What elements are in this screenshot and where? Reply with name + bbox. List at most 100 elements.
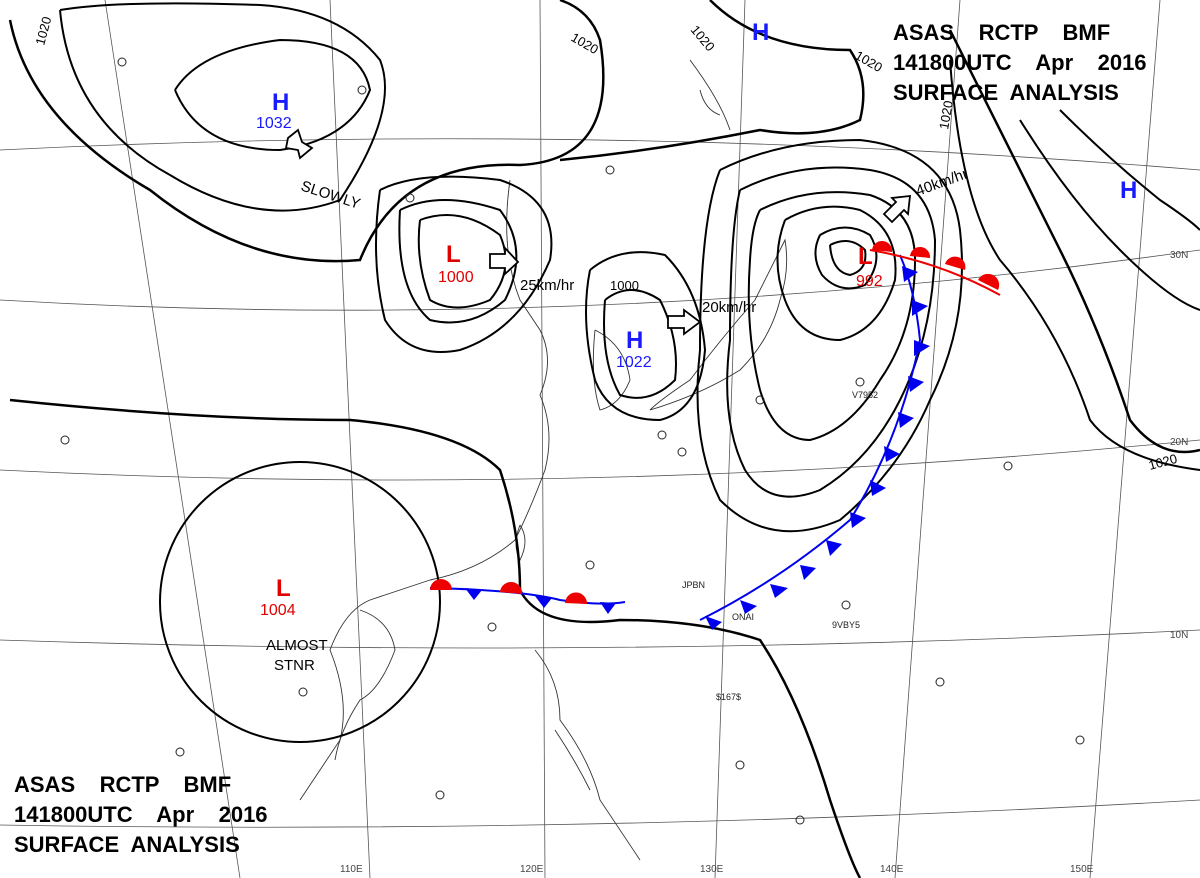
warm-front-half-circle bbox=[978, 273, 1000, 290]
station-icon bbox=[795, 815, 805, 825]
stnr-label: STNR bbox=[274, 657, 315, 674]
cold-front-triangle bbox=[884, 446, 900, 462]
latitude-line bbox=[0, 249, 1200, 311]
header-bottom: ASAS RCTP BMF 141800UTC Apr 2016 SURFACE… bbox=[14, 772, 268, 857]
header-product-line: ASAS RCTP BMF bbox=[14, 772, 231, 797]
isobar-east-2 bbox=[948, 29, 1200, 454]
cold-front-triangle bbox=[850, 512, 866, 528]
isobar-east-4 bbox=[1059, 109, 1200, 231]
indochina-coast bbox=[334, 609, 396, 761]
latitude-line bbox=[0, 439, 1200, 481]
cold-front-triangle bbox=[770, 584, 788, 598]
cold-front bbox=[429, 254, 930, 630]
isobar-label: 1020 bbox=[569, 30, 602, 57]
longitude-label: 140E bbox=[880, 864, 904, 875]
isobar-pacific-low-1 bbox=[696, 138, 963, 533]
station-icon bbox=[935, 677, 945, 687]
station-identifiers: V7952 9VBY5 JPBN ONAI $167$ bbox=[682, 390, 878, 702]
isobar-1020-north bbox=[8, 0, 605, 263]
longitude-line bbox=[329, 0, 371, 878]
movement-arrow-icon bbox=[667, 308, 702, 336]
low-value: 1000 bbox=[438, 269, 474, 286]
station-icon bbox=[175, 747, 185, 757]
longitude-line bbox=[1089, 0, 1161, 878]
header-product-line: ASAS RCTP BMF bbox=[893, 20, 1110, 45]
high-value: 1022 bbox=[616, 354, 652, 371]
station-icon bbox=[585, 560, 595, 570]
isobar-label: 1020 bbox=[688, 22, 718, 54]
latitude-label: 20N bbox=[1170, 437, 1188, 448]
isobar-label: 1020 bbox=[32, 15, 54, 47]
station-icon bbox=[435, 790, 445, 800]
low-value: 992 bbox=[856, 273, 883, 290]
warm-front-line bbox=[869, 249, 1001, 296]
station-icon bbox=[677, 447, 687, 457]
latitude-line bbox=[0, 629, 1200, 649]
isobar-label: 1020 bbox=[853, 48, 886, 75]
latitude-label: 10N bbox=[1170, 630, 1188, 641]
coordinate-labels: 30N 20N 10N 110E 120E 130E 140E 150E bbox=[340, 250, 1188, 875]
station-icon bbox=[1003, 461, 1013, 471]
cold-front-triangle bbox=[914, 340, 930, 356]
warm-front-half-circle bbox=[872, 240, 893, 252]
station-markers bbox=[60, 57, 1085, 825]
station-id: JPBN bbox=[682, 580, 705, 590]
latitude-line bbox=[0, 799, 1200, 828]
speed-label: 20km/hr bbox=[702, 299, 756, 316]
movement-arrows bbox=[284, 128, 912, 336]
isobar-label: 1000 bbox=[610, 278, 639, 293]
station-id: V7952 bbox=[852, 390, 878, 400]
station-icon bbox=[735, 760, 745, 770]
station-icon bbox=[605, 165, 615, 175]
movement-arrow-icon bbox=[882, 194, 912, 224]
longitude-label: 110E bbox=[340, 864, 363, 875]
warm-front-half-circle bbox=[945, 256, 966, 270]
almost-label: ALMOST bbox=[266, 637, 328, 654]
cold-front-triangle bbox=[902, 266, 918, 282]
warm-front-half-circle bbox=[910, 246, 931, 258]
station-id: ONAI bbox=[732, 612, 754, 622]
high-letter: H bbox=[272, 89, 289, 116]
isobar-pacific-low-6 bbox=[829, 240, 867, 277]
header-time-line: 141800UTC Apr 2016 bbox=[893, 50, 1147, 75]
longitude-label: 130E bbox=[700, 864, 724, 875]
isobar-1020-south bbox=[9, 398, 862, 878]
station-icon bbox=[357, 85, 367, 95]
warm-front-half-circle bbox=[565, 592, 588, 604]
speed-label: 40km/hr bbox=[914, 165, 971, 200]
warm-front-half-circle bbox=[500, 581, 523, 594]
latitude-label: 30N bbox=[1170, 250, 1188, 261]
high-letter: H bbox=[626, 327, 643, 354]
cold-front-triangle bbox=[465, 588, 482, 600]
longitude-line bbox=[894, 0, 961, 878]
header-title-line: SURFACE ANALYSIS bbox=[893, 80, 1119, 105]
cold-front-triangle bbox=[800, 565, 816, 580]
isobar-1020-ne bbox=[559, 0, 865, 162]
isobar-korea-high-inner bbox=[603, 289, 677, 399]
station-icon bbox=[487, 622, 497, 632]
sakhalin-coast bbox=[689, 59, 731, 131]
cold-front-triangle bbox=[740, 600, 757, 614]
low-letter: L bbox=[446, 241, 461, 268]
header-title-line: SURFACE ANALYSIS bbox=[14, 832, 240, 857]
isobars bbox=[8, 0, 1200, 878]
longitude-label: 150E bbox=[1070, 864, 1094, 875]
movement-arrow-icon bbox=[284, 128, 314, 160]
isobar-indochina-low bbox=[159, 461, 441, 743]
longitude-label: 120E bbox=[520, 864, 544, 875]
isobar-pacific-low-3 bbox=[747, 191, 917, 442]
cold-front-triangle bbox=[898, 412, 914, 428]
movement-arrow-icon bbox=[489, 245, 520, 277]
movement-labels: SLOWLY 25km/hr 20km/hr 40km/hr ALMOST ST… bbox=[266, 165, 970, 674]
station-icon bbox=[657, 430, 667, 440]
pressure-systems: H 1032 H H L 1000 H 1022 L 992 L 1004 bbox=[256, 19, 1137, 619]
high-value: 1032 bbox=[256, 115, 292, 132]
cold-front-triangle bbox=[600, 602, 616, 614]
cold-front-triangle bbox=[826, 540, 842, 556]
header-time-line: 141800UTC Apr 2016 bbox=[14, 802, 268, 827]
cold-front-triangle bbox=[912, 300, 928, 316]
high-letter: H bbox=[752, 19, 769, 46]
longitude-line bbox=[714, 0, 746, 878]
